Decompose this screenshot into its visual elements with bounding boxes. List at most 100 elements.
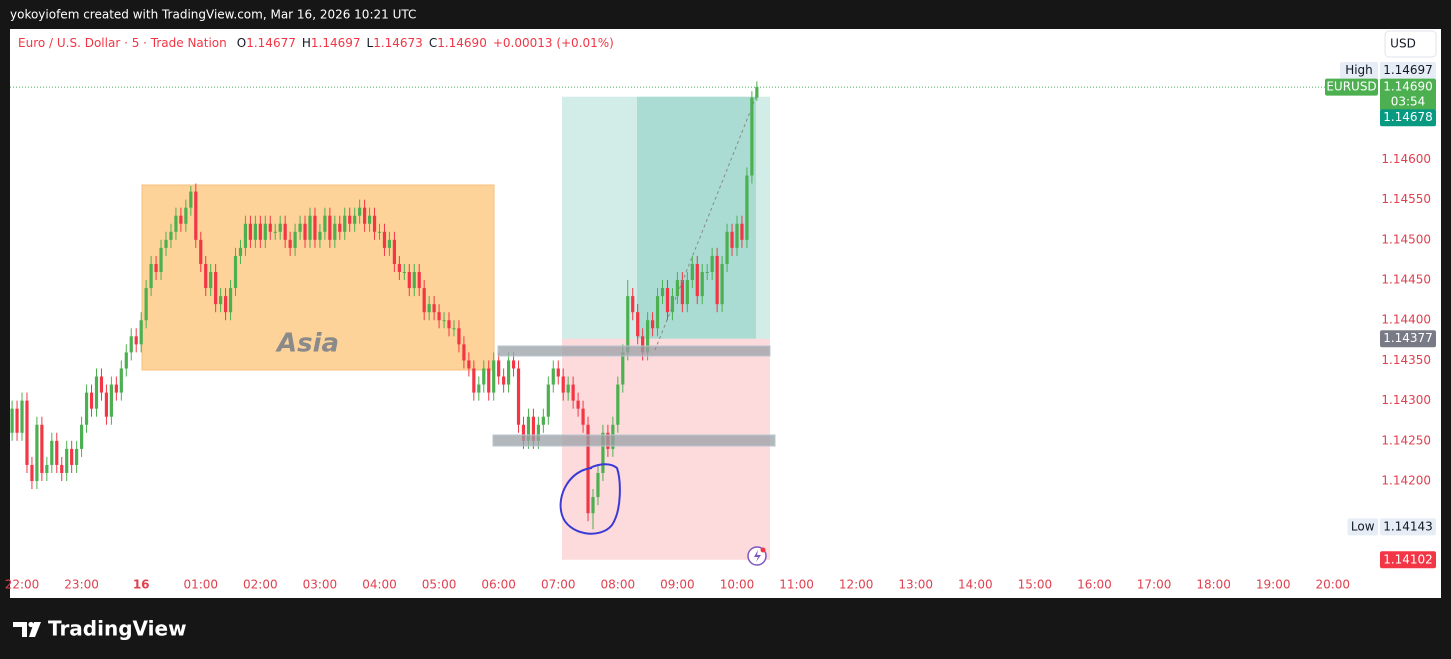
- price-marker: [1380, 551, 1436, 569]
- candle-body: [427, 304, 431, 313]
- candle-body: [382, 231, 387, 248]
- candle-body: [283, 223, 287, 240]
- y-tick-label: 1.14400: [1381, 313, 1431, 327]
- x-tick-label: 08:00: [601, 578, 636, 592]
- legend-value: 1.14690: [437, 36, 487, 50]
- freehand-circle: [559, 463, 621, 535]
- candle-body: [685, 280, 689, 305]
- x-tick-label: 01:00: [183, 578, 218, 592]
- y-tick-label: 1.14200: [1381, 474, 1431, 488]
- candle-body: [492, 360, 496, 393]
- price-marker-label: 1.14377: [1383, 331, 1433, 345]
- candle-body: [660, 288, 665, 297]
- candle-body: [636, 312, 640, 337]
- candle-body: [159, 247, 163, 272]
- candle-body: [387, 239, 392, 248]
- candle-body: [139, 320, 143, 345]
- candle-body: [487, 368, 491, 393]
- currency-button[interactable]: [1384, 30, 1437, 58]
- candle-body: [626, 296, 630, 353]
- candle-body: [372, 215, 377, 232]
- x-tick-label: 22:00: [5, 578, 40, 592]
- candle-body: [174, 215, 178, 232]
- candle-body: [536, 424, 540, 441]
- candle-body: [169, 231, 173, 240]
- candle-body: [616, 384, 620, 425]
- candle-body: [233, 255, 238, 289]
- candle-body: [353, 215, 357, 224]
- candle-body: [124, 352, 128, 369]
- candle-body: [243, 223, 248, 248]
- zone: [492, 434, 776, 447]
- candle-body: [75, 448, 79, 465]
- candle-body: [25, 400, 29, 465]
- legend-key: O: [237, 36, 246, 50]
- candle-body: [104, 392, 109, 417]
- candle-body: [735, 223, 739, 248]
- candle-body: [214, 271, 218, 305]
- candle-body: [655, 296, 660, 329]
- candle-body: [556, 368, 560, 377]
- candle-body: [680, 280, 684, 305]
- legend-key: C: [429, 36, 437, 50]
- x-tick-label: 16:00: [1077, 578, 1112, 592]
- candle-body: [40, 424, 44, 473]
- y-tick-label: 1.14550: [1381, 192, 1431, 206]
- candle-body: [204, 263, 208, 289]
- x-tick-label: 17:00: [1137, 578, 1172, 592]
- asia-label: Asia: [275, 329, 339, 359]
- candle-body: [412, 271, 416, 289]
- logo-dot: [28, 621, 34, 628]
- candle-body: [437, 312, 441, 321]
- candle-body: [109, 384, 113, 417]
- x-tick-label: 12:00: [839, 578, 874, 592]
- price-marker: [1380, 330, 1436, 348]
- candle-body: [223, 296, 228, 313]
- candle-body: [10, 408, 14, 433]
- candle-body: [457, 328, 461, 345]
- legend-value: 1.14697: [311, 36, 361, 50]
- x-tick-label: 11:00: [779, 578, 814, 592]
- candle-body: [134, 336, 138, 345]
- candle-body: [402, 271, 406, 273]
- candle-body: [695, 263, 699, 297]
- alert-bolt: [754, 550, 761, 562]
- price-marker: [1380, 61, 1436, 79]
- x-tick-label: 10:00: [720, 578, 755, 592]
- candle-body: [184, 207, 188, 224]
- drawings: Asia: [141, 96, 770, 560]
- candle-body: [521, 424, 526, 441]
- y-tick-label: 1.14300: [1381, 393, 1431, 407]
- candle-body: [472, 368, 476, 393]
- candle-body: [646, 320, 650, 353]
- candle-body: [462, 344, 466, 361]
- x-tick-label: 15:00: [1018, 578, 1053, 592]
- candle-body: [407, 271, 411, 289]
- candle-body: [541, 416, 545, 425]
- x-tick-label: 05:00: [422, 578, 457, 592]
- candle-body: [219, 296, 223, 305]
- candle-body: [700, 271, 704, 297]
- candle-body: [422, 288, 426, 313]
- candle-body: [263, 223, 267, 240]
- candle-body: [710, 255, 714, 272]
- candle-body: [467, 360, 471, 369]
- candle-body: [596, 472, 600, 498]
- candle-body: [506, 360, 511, 385]
- price-marker-tag-label: High: [1345, 63, 1373, 77]
- candle-body: [675, 280, 680, 297]
- candle-body: [30, 464, 34, 482]
- candle-body: [338, 223, 342, 232]
- legend-value: 1.14673: [373, 36, 423, 50]
- candle-body: [228, 288, 233, 313]
- candle-body: [45, 464, 49, 473]
- candle-body: [363, 207, 367, 224]
- candle-body: [199, 239, 203, 264]
- candle-body: [417, 271, 421, 289]
- candle-body: [268, 223, 272, 232]
- price-marker: [1380, 78, 1436, 111]
- legend-title: Euro / U.S. Dollar · 5 · Trade Nation: [18, 36, 227, 50]
- price-marker: [1380, 518, 1436, 536]
- brand: TradingView: [13, 617, 187, 641]
